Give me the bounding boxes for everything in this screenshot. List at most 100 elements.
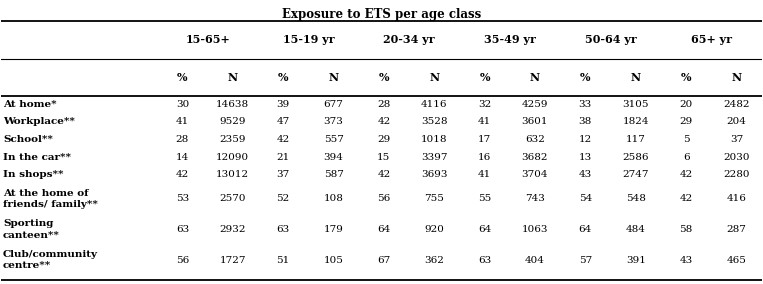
Text: 416: 416 xyxy=(726,194,746,203)
Text: 51: 51 xyxy=(276,256,290,265)
Text: 108: 108 xyxy=(324,194,343,203)
Text: 362: 362 xyxy=(424,256,444,265)
Text: 32: 32 xyxy=(478,100,491,109)
Text: 465: 465 xyxy=(726,256,746,265)
Text: 47: 47 xyxy=(276,118,290,126)
Text: 16: 16 xyxy=(478,153,491,162)
Text: %: % xyxy=(681,72,691,83)
Text: 677: 677 xyxy=(324,100,343,109)
Text: 42: 42 xyxy=(679,170,693,179)
Text: 13012: 13012 xyxy=(216,170,250,179)
Text: Sporting
canteen**: Sporting canteen** xyxy=(3,220,60,239)
Text: 50-64 yr: 50-64 yr xyxy=(584,34,636,45)
Text: 204: 204 xyxy=(726,118,746,126)
Text: 35-49 yr: 35-49 yr xyxy=(484,34,536,45)
Text: 13: 13 xyxy=(578,153,592,162)
Text: %: % xyxy=(177,72,188,83)
Text: 37: 37 xyxy=(729,135,743,144)
Text: 12090: 12090 xyxy=(216,153,250,162)
Text: 3682: 3682 xyxy=(522,153,549,162)
Text: 56: 56 xyxy=(377,194,391,203)
Text: 1824: 1824 xyxy=(623,118,649,126)
Text: 29: 29 xyxy=(679,118,693,126)
Text: 63: 63 xyxy=(478,256,491,265)
Text: 2586: 2586 xyxy=(623,153,649,162)
Text: Club/community
centre**: Club/community centre** xyxy=(3,250,98,270)
Text: 404: 404 xyxy=(525,256,545,265)
Text: 30: 30 xyxy=(175,100,189,109)
Text: 55: 55 xyxy=(478,194,491,203)
Text: 6: 6 xyxy=(683,153,690,162)
Text: 39: 39 xyxy=(276,100,290,109)
Text: 15: 15 xyxy=(377,153,391,162)
Text: N: N xyxy=(732,72,742,83)
Text: 755: 755 xyxy=(424,194,444,203)
Text: 3397: 3397 xyxy=(421,153,447,162)
Text: 2030: 2030 xyxy=(723,153,750,162)
Text: 64: 64 xyxy=(578,225,592,234)
Text: Workplace**: Workplace** xyxy=(3,118,75,126)
Text: 587: 587 xyxy=(324,170,343,179)
Text: N: N xyxy=(429,72,439,83)
Text: 3704: 3704 xyxy=(522,170,549,179)
Text: 1018: 1018 xyxy=(421,135,447,144)
Text: 20: 20 xyxy=(679,100,693,109)
Text: 37: 37 xyxy=(276,170,290,179)
Text: N: N xyxy=(631,72,641,83)
Text: 484: 484 xyxy=(626,225,645,234)
Text: 2280: 2280 xyxy=(723,170,750,179)
Text: 42: 42 xyxy=(276,135,290,144)
Text: 14638: 14638 xyxy=(216,100,250,109)
Text: 2570: 2570 xyxy=(220,194,246,203)
Text: %: % xyxy=(479,72,490,83)
Text: 5: 5 xyxy=(683,135,690,144)
Text: 56: 56 xyxy=(175,256,189,265)
Text: 20-34 yr: 20-34 yr xyxy=(383,34,435,45)
Text: 42: 42 xyxy=(175,170,189,179)
Text: 58: 58 xyxy=(679,225,693,234)
Text: In shops**: In shops** xyxy=(3,170,63,179)
Text: 41: 41 xyxy=(478,170,491,179)
Text: 43: 43 xyxy=(679,256,693,265)
Text: 42: 42 xyxy=(679,194,693,203)
Text: 65+ yr: 65+ yr xyxy=(691,34,732,45)
Text: 3528: 3528 xyxy=(421,118,447,126)
Text: 1063: 1063 xyxy=(522,225,549,234)
Text: 28: 28 xyxy=(377,100,391,109)
Text: 632: 632 xyxy=(525,135,545,144)
Text: 4116: 4116 xyxy=(421,100,447,109)
Text: 3693: 3693 xyxy=(421,170,447,179)
Text: N: N xyxy=(530,72,540,83)
Text: 43: 43 xyxy=(578,170,592,179)
Text: 15-65+: 15-65+ xyxy=(185,34,230,45)
Text: 42: 42 xyxy=(377,118,391,126)
Text: 17: 17 xyxy=(478,135,491,144)
Text: 3601: 3601 xyxy=(522,118,549,126)
Text: School**: School** xyxy=(3,135,53,144)
Text: 2747: 2747 xyxy=(623,170,649,179)
Text: 29: 29 xyxy=(377,135,391,144)
Text: 9529: 9529 xyxy=(220,118,246,126)
Text: %: % xyxy=(580,72,591,83)
Text: 38: 38 xyxy=(578,118,592,126)
Text: In the car**: In the car** xyxy=(3,153,71,162)
Text: 4259: 4259 xyxy=(522,100,549,109)
Text: Exposure to ETS per age class: Exposure to ETS per age class xyxy=(282,9,481,21)
Text: %: % xyxy=(278,72,288,83)
Text: 15-19 yr: 15-19 yr xyxy=(282,34,334,45)
Text: 42: 42 xyxy=(377,170,391,179)
Text: 391: 391 xyxy=(626,256,645,265)
Text: 64: 64 xyxy=(478,225,491,234)
Text: N: N xyxy=(328,72,339,83)
Text: 64: 64 xyxy=(377,225,391,234)
Text: 2482: 2482 xyxy=(723,100,750,109)
Text: 557: 557 xyxy=(324,135,343,144)
Text: 548: 548 xyxy=(626,194,645,203)
Text: 1727: 1727 xyxy=(220,256,246,265)
Text: 41: 41 xyxy=(478,118,491,126)
Text: %: % xyxy=(378,72,389,83)
Text: 28: 28 xyxy=(175,135,189,144)
Text: 373: 373 xyxy=(324,118,343,126)
Text: N: N xyxy=(227,72,238,83)
Text: 920: 920 xyxy=(424,225,444,234)
